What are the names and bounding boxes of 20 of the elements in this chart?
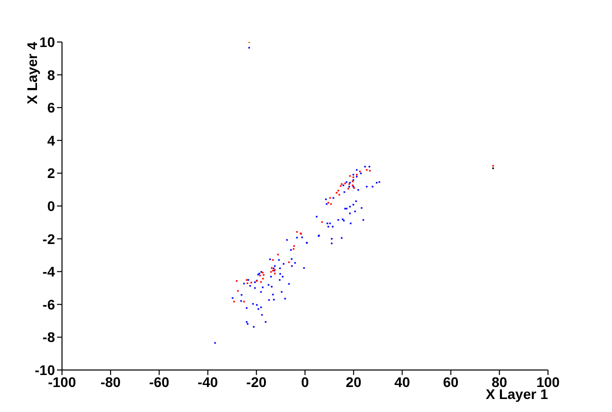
x-tick-label: 60 bbox=[443, 374, 459, 390]
y-tick-label: -2 bbox=[42, 230, 56, 247]
y-tick-label: 2 bbox=[47, 165, 56, 182]
y-tick-label: 0 bbox=[47, 198, 56, 214]
y-tick-label: -8 bbox=[42, 329, 56, 346]
y-tick-label: 10 bbox=[39, 34, 56, 50]
y-tick-label: 4 bbox=[47, 132, 56, 148]
x-tick-label: -40 bbox=[198, 374, 218, 390]
y-tick-label: 6 bbox=[47, 100, 56, 116]
y-tick-label: -4 bbox=[42, 264, 56, 280]
y-tick-label: -6 bbox=[42, 296, 56, 312]
y-tick-label: -10 bbox=[34, 362, 56, 378]
x-tick-label: -80 bbox=[100, 374, 121, 390]
x-tick-label: 0 bbox=[301, 374, 310, 390]
x-tick-label: -60 bbox=[149, 374, 170, 390]
y-tick-label: 8 bbox=[47, 66, 56, 83]
x-tick-label: 20 bbox=[346, 374, 362, 390]
x-tick-label: -20 bbox=[246, 374, 267, 390]
y-axis-title: X Layer 4 bbox=[24, 42, 40, 104]
x-tick-label: 40 bbox=[394, 374, 410, 390]
